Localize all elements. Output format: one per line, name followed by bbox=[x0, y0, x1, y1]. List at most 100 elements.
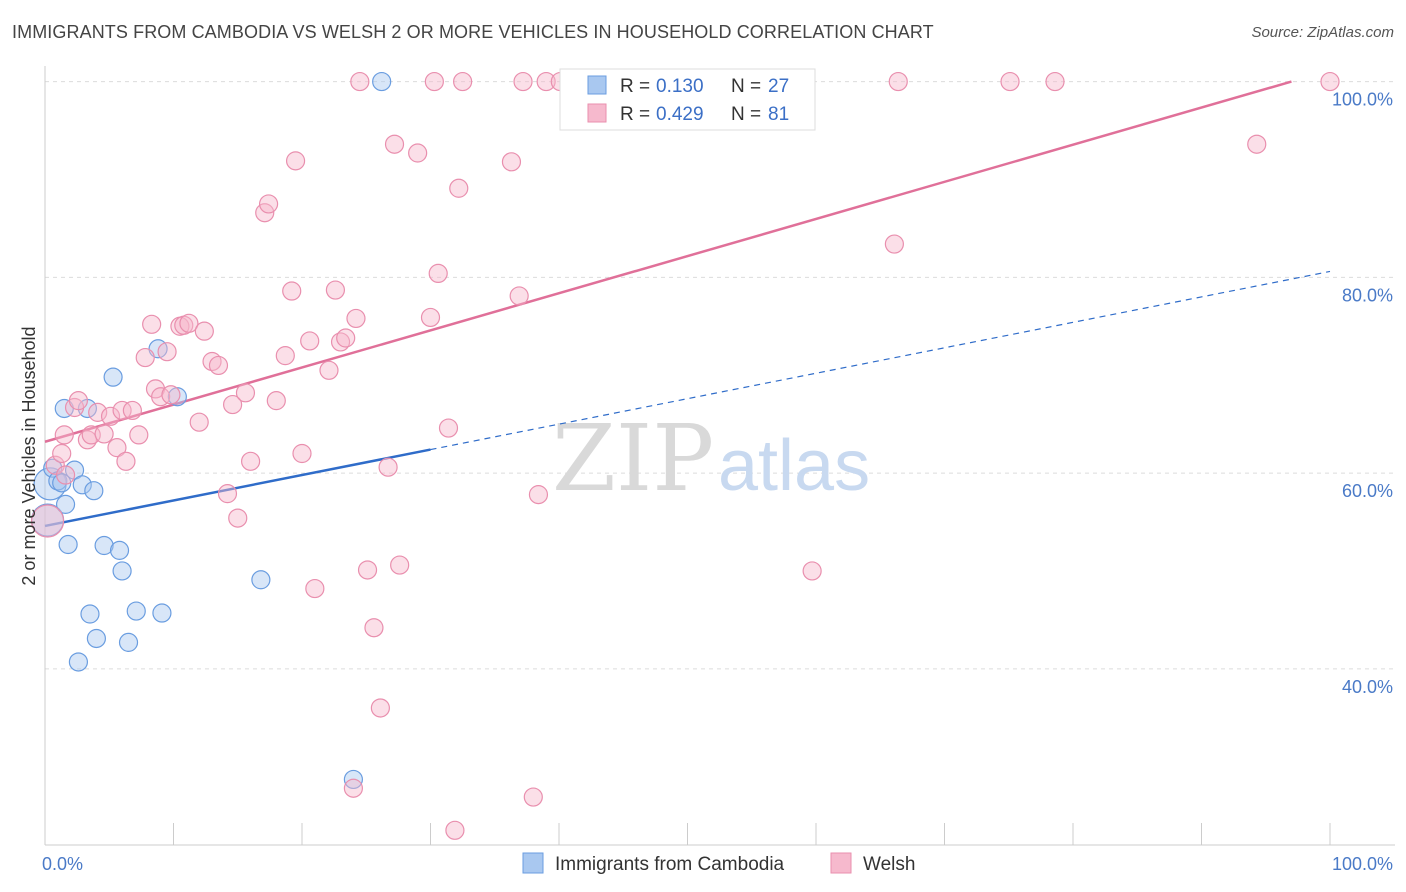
point-pink-51 bbox=[357, 560, 378, 580]
y-tick-label-0: 40.0% bbox=[1342, 677, 1393, 697]
point-pink-52 bbox=[364, 618, 384, 638]
axes bbox=[44, 66, 1395, 846]
point-pink-27 bbox=[194, 321, 214, 341]
point-pink-10 bbox=[94, 424, 114, 444]
trend-line-pink bbox=[44, 80, 1292, 443]
point-pink-15 bbox=[122, 400, 142, 421]
point-pink-65 bbox=[501, 152, 522, 172]
point-pink-56 bbox=[390, 555, 410, 575]
point-pink-78 bbox=[1247, 134, 1267, 154]
point-pink-64 bbox=[453, 71, 473, 92]
series-label-cambodia: Immigrants from Cambodia bbox=[555, 854, 785, 875]
point-pink-2 bbox=[52, 443, 72, 464]
watermark-atlas: atlas bbox=[718, 426, 870, 506]
point-pink-21 bbox=[157, 342, 177, 362]
y-tick-labels: 40.0% 60.0% 80.0% 100.0% bbox=[1332, 90, 1393, 697]
y-tick-label-3: 100.0% bbox=[1332, 90, 1393, 110]
point-pink-38 bbox=[275, 346, 295, 366]
point-pink-79 bbox=[1320, 71, 1340, 92]
point-blue-14 bbox=[86, 628, 107, 649]
point-pink-58 bbox=[420, 307, 441, 328]
point-pink-11 bbox=[100, 406, 121, 426]
point-pink-41 bbox=[292, 443, 312, 464]
point-pink-49 bbox=[346, 308, 366, 329]
x-tick-label-0: 0.0% bbox=[42, 854, 83, 874]
series-legend: Immigrants from Cambodia Welsh bbox=[522, 852, 915, 875]
point-blue-15 bbox=[94, 535, 114, 556]
point-pink-13 bbox=[112, 400, 132, 421]
point-pink-61 bbox=[438, 418, 459, 438]
point-blue-22 bbox=[152, 603, 172, 623]
point-pink-32 bbox=[228, 508, 248, 528]
point-blue-19 bbox=[118, 632, 139, 652]
point-pink-16 bbox=[129, 425, 149, 445]
x-tick-labels: 0.0% 100.0% bbox=[42, 854, 1393, 874]
legend-n-label-blue: N = bbox=[731, 76, 761, 97]
point-pink-45 bbox=[325, 280, 346, 300]
point-pink-67 bbox=[513, 71, 533, 92]
y-tick-label-2: 80.0% bbox=[1342, 285, 1393, 305]
point-pink-74 bbox=[884, 234, 904, 254]
point-pink-75 bbox=[888, 71, 908, 92]
point-pink-12 bbox=[107, 438, 127, 458]
watermark-zip: ZIP bbox=[552, 405, 714, 512]
legend-n-label-pink: N = bbox=[731, 104, 761, 125]
point-pink-25 bbox=[179, 313, 199, 333]
point-pink-55 bbox=[384, 134, 405, 154]
point-pink-40 bbox=[285, 151, 306, 171]
point-pink-39 bbox=[282, 281, 302, 301]
legend-n-value-pink: 81 bbox=[768, 104, 789, 125]
point-pink-47 bbox=[336, 328, 356, 348]
legend-r-value-blue: 0.130 bbox=[656, 76, 704, 97]
point-blue-18 bbox=[112, 561, 132, 581]
point-pink-77 bbox=[1045, 71, 1065, 92]
point-pink-1 bbox=[45, 455, 65, 475]
point-pink-31 bbox=[223, 394, 243, 415]
point-blue-26 bbox=[372, 71, 392, 92]
point-pink-53 bbox=[370, 698, 390, 718]
point-pink-37 bbox=[266, 391, 286, 411]
point-pink-50 bbox=[350, 71, 370, 92]
point-pink-69 bbox=[528, 485, 549, 505]
point-blue-10 bbox=[72, 475, 92, 495]
point-blue-20 bbox=[126, 601, 146, 621]
point-pink-60 bbox=[428, 263, 448, 284]
point-pink-0 bbox=[30, 504, 65, 538]
point-pink-14 bbox=[116, 451, 136, 471]
legend-swatch-pink bbox=[587, 103, 607, 123]
point-pink-18 bbox=[142, 314, 162, 334]
correlation-legend: R = 0.130 N = 27 R = 0.429 N = 81 bbox=[559, 68, 816, 131]
grid-lines bbox=[45, 81, 1395, 670]
point-blue-13 bbox=[84, 481, 104, 501]
watermark: ZIP atlas bbox=[552, 405, 870, 512]
point-blue-9 bbox=[68, 652, 89, 672]
x-tick-label-1: 100.0% bbox=[1332, 854, 1393, 874]
point-pink-42 bbox=[300, 331, 320, 351]
series-label-welsh: Welsh bbox=[863, 854, 915, 875]
legend-r-label-blue: R = bbox=[620, 76, 650, 97]
point-pink-30 bbox=[217, 484, 238, 504]
chart-title: IMMIGRANTS FROM CAMBODIA VS WELSH 2 OR M… bbox=[12, 22, 934, 42]
chart-source: Source: ZipAtlas.com bbox=[1251, 24, 1394, 41]
point-pink-17 bbox=[135, 347, 155, 368]
legend-r-value-pink: 0.429 bbox=[656, 104, 704, 125]
point-pink-44 bbox=[319, 360, 339, 380]
point-pink-54 bbox=[378, 457, 398, 477]
point-blue-12 bbox=[80, 604, 100, 624]
trend-lines bbox=[44, 80, 1331, 528]
point-pink-43 bbox=[305, 578, 325, 599]
point-pink-22 bbox=[161, 385, 181, 405]
point-pink-4 bbox=[55, 465, 76, 485]
trend-line-dashed-blue bbox=[430, 270, 1331, 451]
point-pink-66 bbox=[509, 286, 529, 306]
legend-n-value-blue: 27 bbox=[768, 76, 789, 97]
series-swatch-welsh bbox=[830, 852, 852, 874]
point-pink-59 bbox=[424, 71, 444, 92]
point-pink-48 bbox=[343, 778, 363, 798]
point-pink-3 bbox=[54, 425, 74, 445]
point-pink-57 bbox=[408, 143, 428, 163]
y-tick-label-1: 60.0% bbox=[1342, 481, 1393, 501]
point-pink-34 bbox=[241, 451, 261, 471]
point-blue-24 bbox=[251, 570, 271, 590]
